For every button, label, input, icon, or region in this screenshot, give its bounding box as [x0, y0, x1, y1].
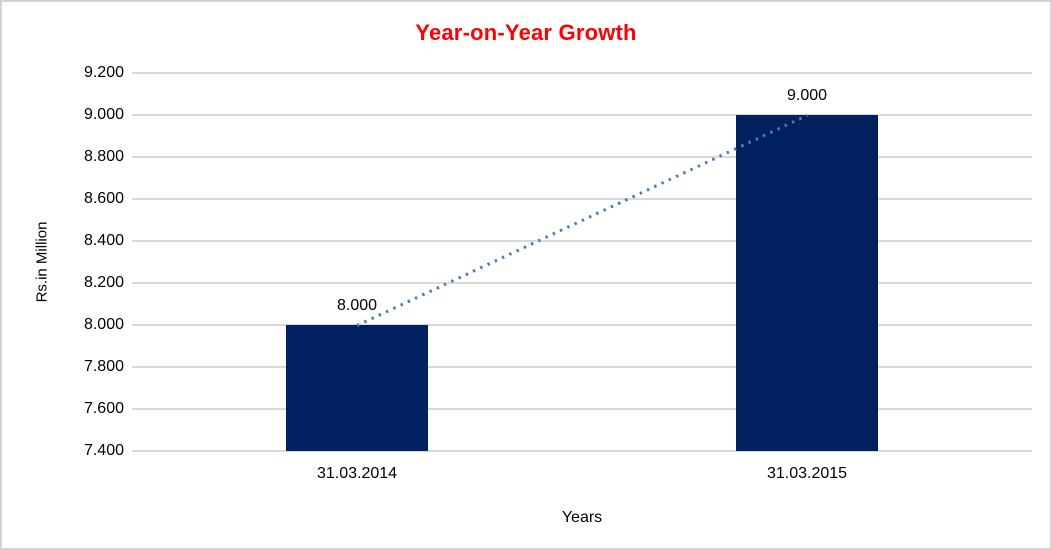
bar-31-03-2015 — [736, 115, 878, 451]
bar-value-label: 9.000 — [786, 87, 828, 104]
bar-31-03-2014 — [286, 325, 428, 451]
bar-value-label: 8.000 — [336, 297, 378, 314]
x-axis-tick-label: 31.03.2015 — [766, 465, 848, 482]
y-axis-tick-label: 8.800 — [83, 148, 124, 165]
y-axis-tick-label: 8.000 — [83, 316, 124, 333]
gridline — [132, 450, 1032, 452]
x-axis-title: Years — [561, 509, 603, 526]
gridline — [132, 282, 1032, 284]
gridline — [132, 240, 1032, 242]
x-axis-tick-label: 31.03.2014 — [316, 465, 398, 482]
y-axis-tick-label: 7.800 — [83, 358, 124, 375]
y-axis-tick-label: 7.400 — [83, 442, 124, 459]
y-axis-tick-label: 9.200 — [83, 64, 124, 81]
gridline — [132, 408, 1032, 410]
gridline — [132, 72, 1032, 74]
y-axis-tick-label: 7.600 — [83, 400, 124, 417]
y-axis-tick-label: 8.600 — [83, 190, 124, 207]
gridline — [132, 156, 1032, 158]
gridline — [132, 324, 1032, 326]
y-axis-tick-label: 9.000 — [83, 106, 124, 123]
y-axis-tick-label: 8.200 — [83, 274, 124, 291]
chart-title: Year-on-Year Growth — [415, 20, 637, 45]
gridline — [132, 366, 1032, 368]
y-axis-tick-label: 8.400 — [83, 232, 124, 249]
gridline — [132, 198, 1032, 200]
gridline — [132, 114, 1032, 116]
